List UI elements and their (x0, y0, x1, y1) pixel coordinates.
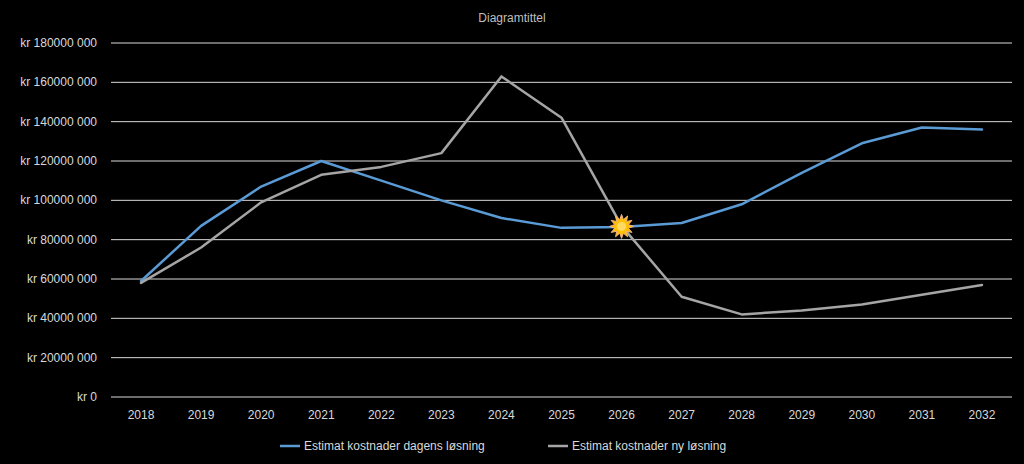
grid-line (111, 200, 1012, 201)
legend-label: Estimat kostnader dagens løsning (304, 439, 485, 453)
grid-line (111, 161, 1012, 162)
y-tick-label: kr 180000 000 (20, 36, 97, 50)
background (0, 0, 1024, 464)
x-tick-label: 2023 (428, 408, 455, 422)
y-tick-label: kr 100000 000 (20, 193, 97, 207)
x-tick-label: 2020 (248, 408, 275, 422)
y-tick-label: kr 80000 000 (27, 233, 97, 247)
x-tick-label: 2030 (848, 408, 875, 422)
legend-swatch (280, 445, 300, 448)
legend-swatch (548, 445, 568, 448)
x-tick-label: 2026 (608, 408, 635, 422)
y-tick-label: kr 60000 000 (27, 272, 97, 286)
grid-line (111, 43, 1012, 44)
x-tick-label: 2032 (969, 408, 996, 422)
series-line (141, 128, 982, 281)
grid-line (111, 279, 1012, 280)
grid-line (111, 357, 1012, 358)
legend-label: Estimat kostnader ny løsning (572, 439, 726, 453)
y-tick-label: kr 140000 000 (20, 115, 97, 129)
grid-line (111, 397, 1012, 398)
chart: Diagramtittel kr 0 kr 20000 000 kr 40000 00… (0, 0, 1024, 464)
x-tick-label: 2024 (488, 408, 515, 422)
x-tick-label: 2028 (728, 408, 755, 422)
x-tick-label: 2029 (788, 408, 815, 422)
y-tick-label: kr 0 (77, 390, 97, 404)
grid-line (111, 121, 1012, 122)
y-tick-label: kr 40000 000 (27, 311, 97, 325)
highlight-star-center (617, 222, 626, 231)
x-tick-label: 2027 (668, 408, 695, 422)
x-tick-label: 2025 (548, 408, 575, 422)
x-tick-label: 2021 (308, 408, 335, 422)
x-tick-label: 2018 (128, 408, 155, 422)
x-tick-label: 2019 (188, 408, 215, 422)
grid-line (111, 82, 1012, 83)
grid-line (111, 239, 1012, 240)
series-line (141, 76, 982, 314)
chart-title: Diagramtittel (478, 11, 545, 25)
y-tick-label: kr 120000 000 (20, 154, 97, 168)
grid-line (111, 318, 1012, 319)
x-tick-label: 2022 (368, 408, 395, 422)
x-tick-label: 2031 (909, 408, 936, 422)
highlight-star (610, 214, 634, 238)
plot-area (141, 76, 982, 314)
y-tick-label: kr 20000 000 (27, 351, 97, 365)
y-tick-label: kr 160000 000 (20, 75, 97, 89)
